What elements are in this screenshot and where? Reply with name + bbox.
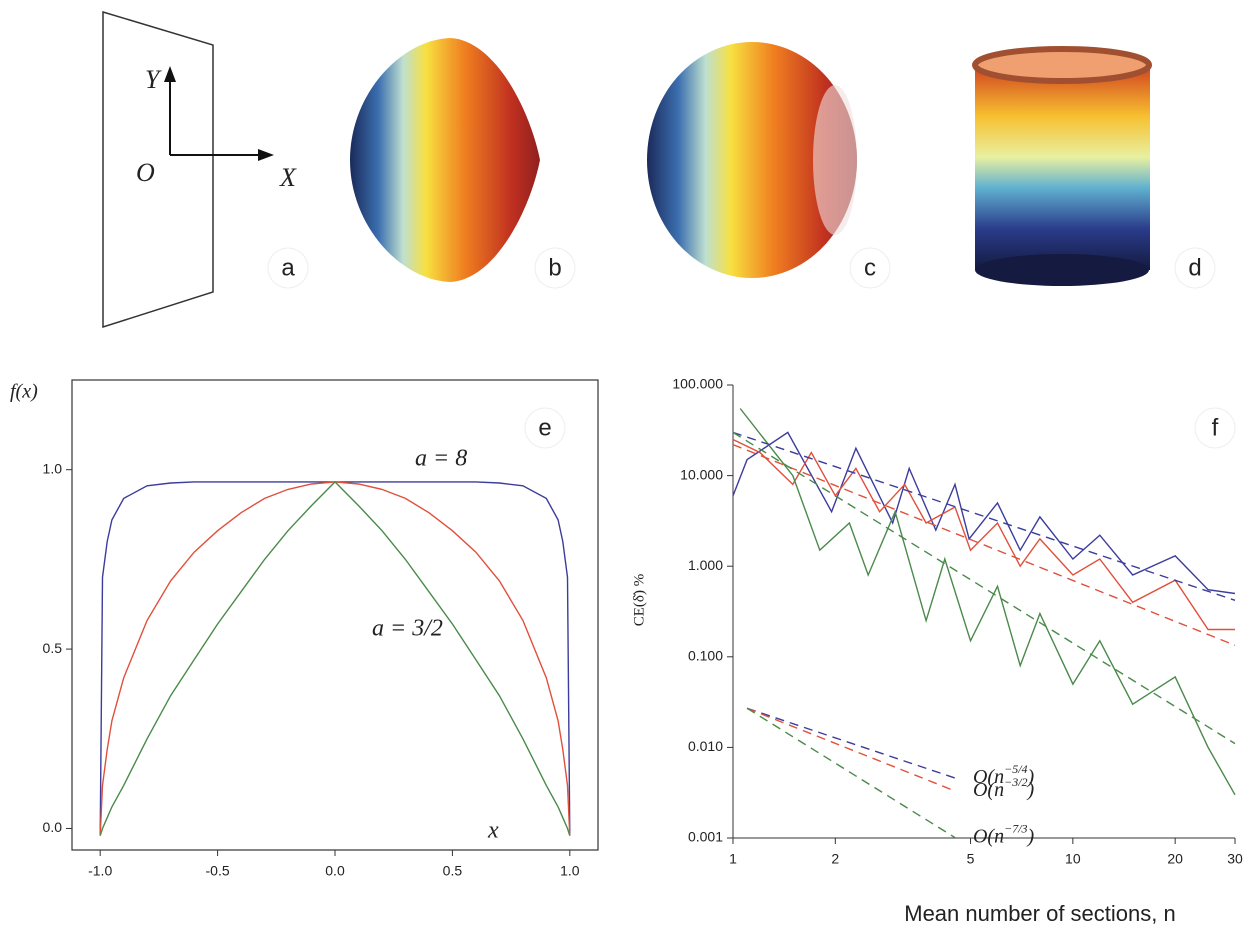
arrow-head (164, 66, 176, 82)
cylinder-top (972, 46, 1152, 84)
series-line (732, 431, 1236, 745)
x-tick-label: 10 (1065, 851, 1081, 867)
x-tick-label: 2 (831, 851, 839, 867)
x-axis-label: Mean number of sections, n (904, 901, 1175, 926)
series-line (99, 480, 571, 836)
cylinder (975, 65, 1150, 270)
x-tick-label: 30 (1227, 851, 1243, 867)
rate-label: O(n−5/4) (973, 762, 1035, 788)
x-tick-label: 5 (967, 851, 975, 867)
arrow-head (258, 149, 274, 161)
y-tick-label: 0.0 (43, 819, 63, 835)
panel-badge (524, 407, 566, 449)
rate-base: O(n (973, 825, 1004, 847)
panel-badge (849, 247, 891, 289)
plane (102, 10, 214, 329)
rate-exponent: −5/4 (1004, 762, 1027, 776)
x-tick-label: -1.0 (88, 863, 112, 879)
y-tick-label: 0.100 (688, 648, 723, 664)
x-tick-label: 20 (1167, 851, 1183, 867)
x-tick-label: 1.0 (560, 863, 580, 879)
axis-label: Y (145, 65, 162, 94)
rate-label: O(n−7/3) (973, 821, 1035, 847)
panel-label: a (281, 254, 295, 281)
y-tick-label: 1.0 (43, 460, 63, 476)
series-line (732, 443, 1236, 646)
panel-badge (1194, 407, 1236, 449)
x-tick-label: 0.5 (443, 863, 463, 879)
series-line (732, 431, 1236, 595)
y-tick-label: 1.000 (688, 557, 723, 573)
rate-base: O(n (973, 766, 1004, 788)
panel-badge (534, 247, 576, 289)
series-line (732, 438, 1235, 631)
panel-label: f (1212, 414, 1219, 441)
series-line (99, 481, 571, 836)
panel-labels: a b c d (267, 247, 1216, 289)
rate-close: ) (1027, 825, 1035, 847)
y-tick-label: 100.000 (672, 376, 723, 392)
series-line (746, 707, 956, 792)
series-line (746, 707, 956, 779)
annotation: a = 3/2 (372, 616, 443, 642)
rate-label: O(n−3/2) (973, 775, 1035, 801)
panel-label: d (1188, 254, 1201, 281)
rate-close: ) (1027, 766, 1035, 788)
series-line (732, 431, 1236, 601)
cylinder-base (975, 254, 1149, 286)
surface (647, 42, 857, 278)
rate-exponent: −3/2 (1004, 775, 1027, 789)
y-axis-label: f(x) (10, 381, 38, 403)
surface (350, 38, 540, 282)
panel-badge (267, 247, 309, 289)
x-tick-label: -0.5 (206, 863, 230, 879)
y-tick-label: 0.001 (688, 829, 723, 845)
y-tick-label: 0.010 (688, 738, 723, 754)
chart-e: -1.0 -0.5 0.0 0.5 1.0 0.0 0.5 1.0 f(x) x a = 8 a = … (10, 379, 599, 879)
rate-exponent: −7/3 (1004, 821, 1027, 835)
chart-f: 1 2 5 10 20 30 0.001 0.010 0.100 1.000 10.000 100.0… (631, 376, 1243, 926)
x-tick-label: 1 (729, 851, 737, 867)
panel-label: e (538, 414, 551, 441)
series-line (99, 481, 571, 836)
x-tick-label: 0.0 (325, 863, 345, 879)
x-axis-label: x (487, 818, 499, 844)
rate-close: ) (1027, 779, 1035, 801)
rate-base: O(n (973, 779, 1004, 801)
panel-label: b (548, 254, 561, 281)
axis-label: O (136, 158, 155, 187)
y-tick-label: 0.5 (43, 640, 63, 656)
annotation: a = 8 (415, 446, 467, 472)
y-axis-label: CE(δ̆) % (631, 574, 647, 626)
panel-badge (1174, 247, 1216, 289)
axis-label: X (279, 163, 297, 192)
surface-detail (813, 85, 857, 235)
series-line (739, 408, 1236, 796)
y-tick-label: 10.000 (680, 466, 723, 482)
series-line (746, 707, 956, 839)
panel-label: c (864, 254, 876, 281)
